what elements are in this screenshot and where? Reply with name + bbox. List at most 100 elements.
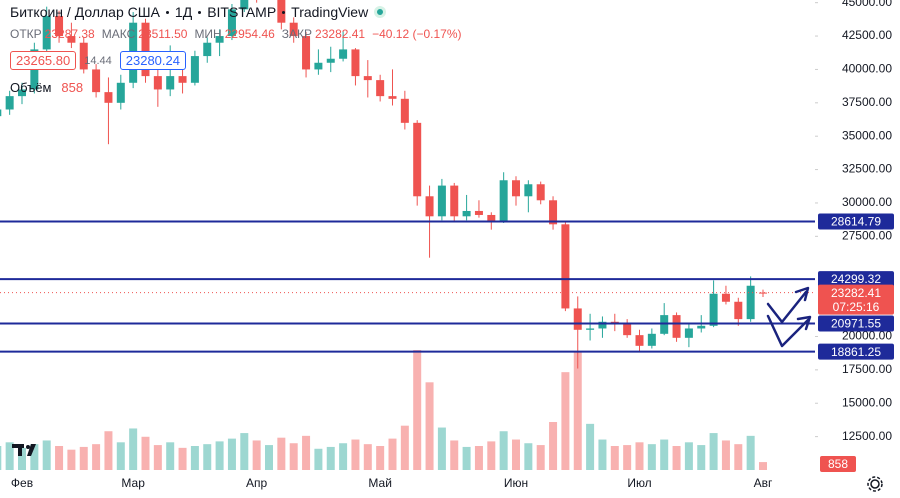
volume-bar — [252, 440, 261, 470]
buy-button[interactable]: 23280.24 — [119, 51, 186, 70]
candle-body — [598, 321, 607, 329]
close-label: ЗАКР — [281, 27, 313, 41]
volume-bar — [30, 444, 39, 470]
volume-bar — [425, 382, 434, 470]
price-label: 23282.41 — [831, 286, 881, 300]
volume-bar — [635, 442, 644, 470]
candle-body — [153, 76, 162, 90]
volume-bar — [672, 446, 681, 470]
volume-bar — [746, 435, 755, 470]
volume-bar — [363, 444, 372, 470]
candle-body — [0, 109, 2, 117]
level-label-bg — [818, 343, 894, 360]
candle-body — [536, 184, 545, 201]
candle-body — [759, 292, 767, 294]
candle-body — [721, 293, 730, 302]
volume-bar — [5, 442, 14, 470]
candle-body — [326, 58, 335, 63]
volume-bar — [376, 446, 385, 470]
candle-body — [363, 76, 372, 81]
sell-button[interactable]: 23265.80 — [10, 51, 77, 70]
y-tick-label: 20000.00 — [842, 329, 892, 343]
candle-body — [104, 92, 113, 103]
y-tick-label: 30000.00 — [842, 195, 892, 209]
x-tick-label: Апр — [246, 476, 268, 490]
candle-body — [697, 325, 706, 329]
candle-body — [400, 98, 409, 123]
volume-bar — [610, 446, 619, 470]
level-label: 20971.55 — [831, 317, 881, 331]
volume-label-bg — [820, 456, 856, 472]
volume-bar — [240, 433, 249, 470]
y-tick-label: 27500.00 — [842, 229, 892, 243]
volume-bar — [586, 423, 595, 470]
x-tick-label: Мар — [121, 476, 145, 490]
candle-body — [42, 16, 51, 50]
high-value: 23511.50 — [138, 27, 188, 41]
candle-body — [499, 180, 508, 222]
candle-body — [339, 49, 348, 59]
candle-body — [215, 36, 224, 43]
low-label: МИН — [194, 27, 222, 41]
candle-body — [623, 323, 632, 336]
candle-body — [437, 185, 446, 217]
level-label-bg — [818, 213, 894, 230]
candle-body — [227, 9, 236, 37]
volume-bar — [67, 449, 76, 470]
countdown: 07:25:16 — [833, 300, 880, 314]
volume-bar — [153, 445, 162, 470]
volume-bar — [697, 445, 706, 470]
volume-bar — [561, 372, 570, 470]
volume-bar — [104, 431, 113, 470]
volume-bar — [413, 350, 422, 470]
x-tick-label: Авг — [754, 476, 773, 490]
y-tick-label: 37500.00 — [842, 95, 892, 109]
candle-body — [92, 69, 101, 93]
volume-axis-label: 858 — [828, 457, 848, 471]
volume-bar — [289, 443, 298, 470]
volume-bar — [524, 443, 533, 470]
symbol-title: Биткоин / Доллар США — [10, 4, 160, 20]
volume-bar — [227, 438, 236, 470]
volume-bar — [499, 431, 508, 470]
candle-body — [734, 301, 743, 320]
volume-bar — [660, 439, 669, 470]
price-label-bg — [818, 284, 894, 315]
candle-body — [425, 196, 434, 217]
candle-body — [178, 76, 187, 83]
volume-bar — [549, 422, 558, 470]
volume-bar — [141, 436, 150, 470]
candle-body — [561, 224, 570, 309]
y-tick-label: 42500.00 — [842, 28, 892, 42]
candle-body — [684, 328, 693, 338]
volume-bar — [302, 435, 311, 470]
volume-bar — [512, 439, 520, 470]
y-tick-label: 35000.00 — [842, 128, 892, 142]
volume-bar — [314, 448, 323, 470]
candle-body — [672, 315, 681, 338]
candle-body — [190, 56, 199, 83]
volume-label: Объём — [10, 80, 52, 95]
status-dot — [374, 6, 387, 18]
x-tick-label: Июн — [504, 476, 528, 490]
volume-bar — [277, 437, 286, 470]
x-tick-label: Июл — [627, 476, 651, 490]
candle-body — [67, 36, 76, 43]
high-label: МАКС — [101, 27, 136, 41]
candle-body — [647, 333, 656, 346]
candle-body — [166, 76, 175, 90]
candle-body — [413, 122, 422, 197]
candle-body — [573, 308, 582, 330]
candle-body — [450, 185, 459, 217]
volume-bar — [326, 446, 335, 470]
candle-body — [5, 96, 14, 110]
volume-bar — [721, 440, 730, 470]
level-label-bg — [818, 315, 894, 332]
candle-body — [240, 0, 249, 10]
volume-bar — [462, 446, 471, 470]
x-tick-label: Фев — [11, 476, 33, 490]
volume-bar — [684, 442, 693, 470]
volume-bar — [190, 446, 199, 470]
y-tick-label: 15000.00 — [842, 395, 892, 409]
volume-bar — [734, 444, 743, 470]
